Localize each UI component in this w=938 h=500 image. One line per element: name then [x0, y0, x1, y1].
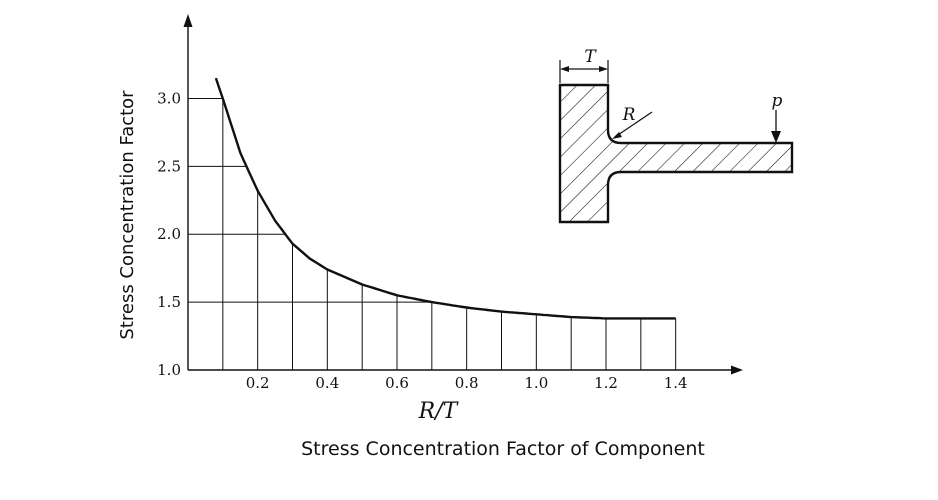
x-tick-label: 0.4 — [315, 374, 339, 392]
series-layer — [214, 77, 676, 320]
y-tick-label: 2.0 — [157, 225, 181, 243]
y-tick-label: 1.0 — [157, 361, 181, 379]
dimension-arrow-right-icon — [599, 66, 608, 72]
label-p: p — [772, 91, 783, 111]
y-tick-label: 3.0 — [157, 89, 181, 107]
series-line — [214, 77, 676, 320]
y-tick-label: 1.5 — [157, 293, 181, 311]
y-axis-label: Stress Concentration Factor — [117, 90, 138, 340]
load-arrow-icon — [771, 131, 781, 143]
x-tick-label: 1.2 — [594, 374, 618, 392]
component-cross-section — [558, 83, 794, 224]
y-tick-label: 2.5 — [157, 157, 181, 175]
x-axis-arrow-icon — [731, 365, 743, 375]
tick-labels: 0.2 0.4 0.6 0.8 1.0 1.2 1.4 1.0 1.5 2.0 2.5 3.0 — [157, 89, 687, 392]
label-T: T — [584, 47, 597, 67]
figure-caption: Stress Concentration Factor of Component — [301, 438, 705, 460]
label-R: R — [622, 105, 636, 125]
x-tick-label: 1.4 — [664, 374, 688, 392]
component-diagram: T R p — [558, 47, 794, 224]
axes — [183, 14, 743, 375]
radius-leader — [614, 111, 653, 138]
x-tick-label: 0.2 — [246, 374, 270, 392]
dimension-arrow-left-icon — [560, 66, 569, 72]
grid-lines — [188, 97, 677, 370]
x-axis-label: R/T — [418, 399, 460, 424]
x-tick-label: 0.8 — [455, 374, 479, 392]
radius-arrow-icon — [612, 132, 622, 139]
y-axis-arrow-icon — [183, 14, 193, 27]
x-tick-label: 0.6 — [385, 374, 409, 392]
x-tick-label: 1.0 — [524, 374, 548, 392]
